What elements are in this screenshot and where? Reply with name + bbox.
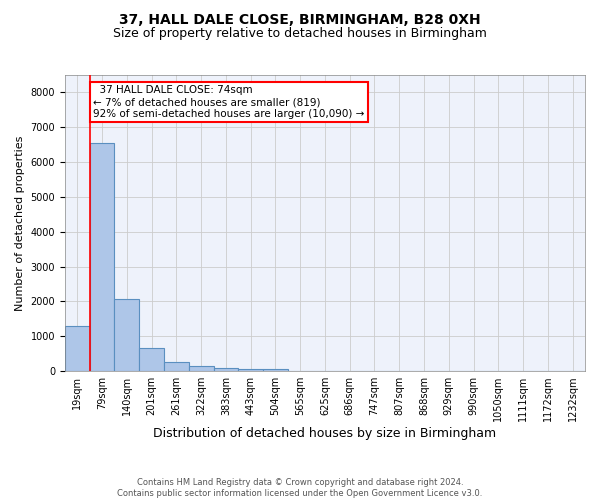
Bar [139,348,164,371]
Text: Contains HM Land Registry data © Crown copyright and database right 2024.
Contai: Contains HM Land Registry data © Crown c… [118,478,482,498]
Text: 37, HALL DALE CLOSE, BIRMINGHAM, B28 0XH: 37, HALL DALE CLOSE, BIRMINGHAM, B28 0XH [119,12,481,26]
Bar [115,298,139,371]
Bar [263,369,288,371]
Bar [65,326,89,371]
Bar [164,362,189,371]
Text: 37 HALL DALE CLOSE: 74sqm
← 7% of detached houses are smaller (819)
92% of semi-: 37 HALL DALE CLOSE: 74sqm ← 7% of detach… [94,86,365,118]
Y-axis label: Number of detached properties: Number of detached properties [15,136,25,310]
Bar [89,143,115,371]
Bar [238,369,263,371]
Bar [214,368,238,371]
X-axis label: Distribution of detached houses by size in Birmingham: Distribution of detached houses by size … [154,427,497,440]
Text: Size of property relative to detached houses in Birmingham: Size of property relative to detached ho… [113,28,487,40]
Bar [189,366,214,371]
